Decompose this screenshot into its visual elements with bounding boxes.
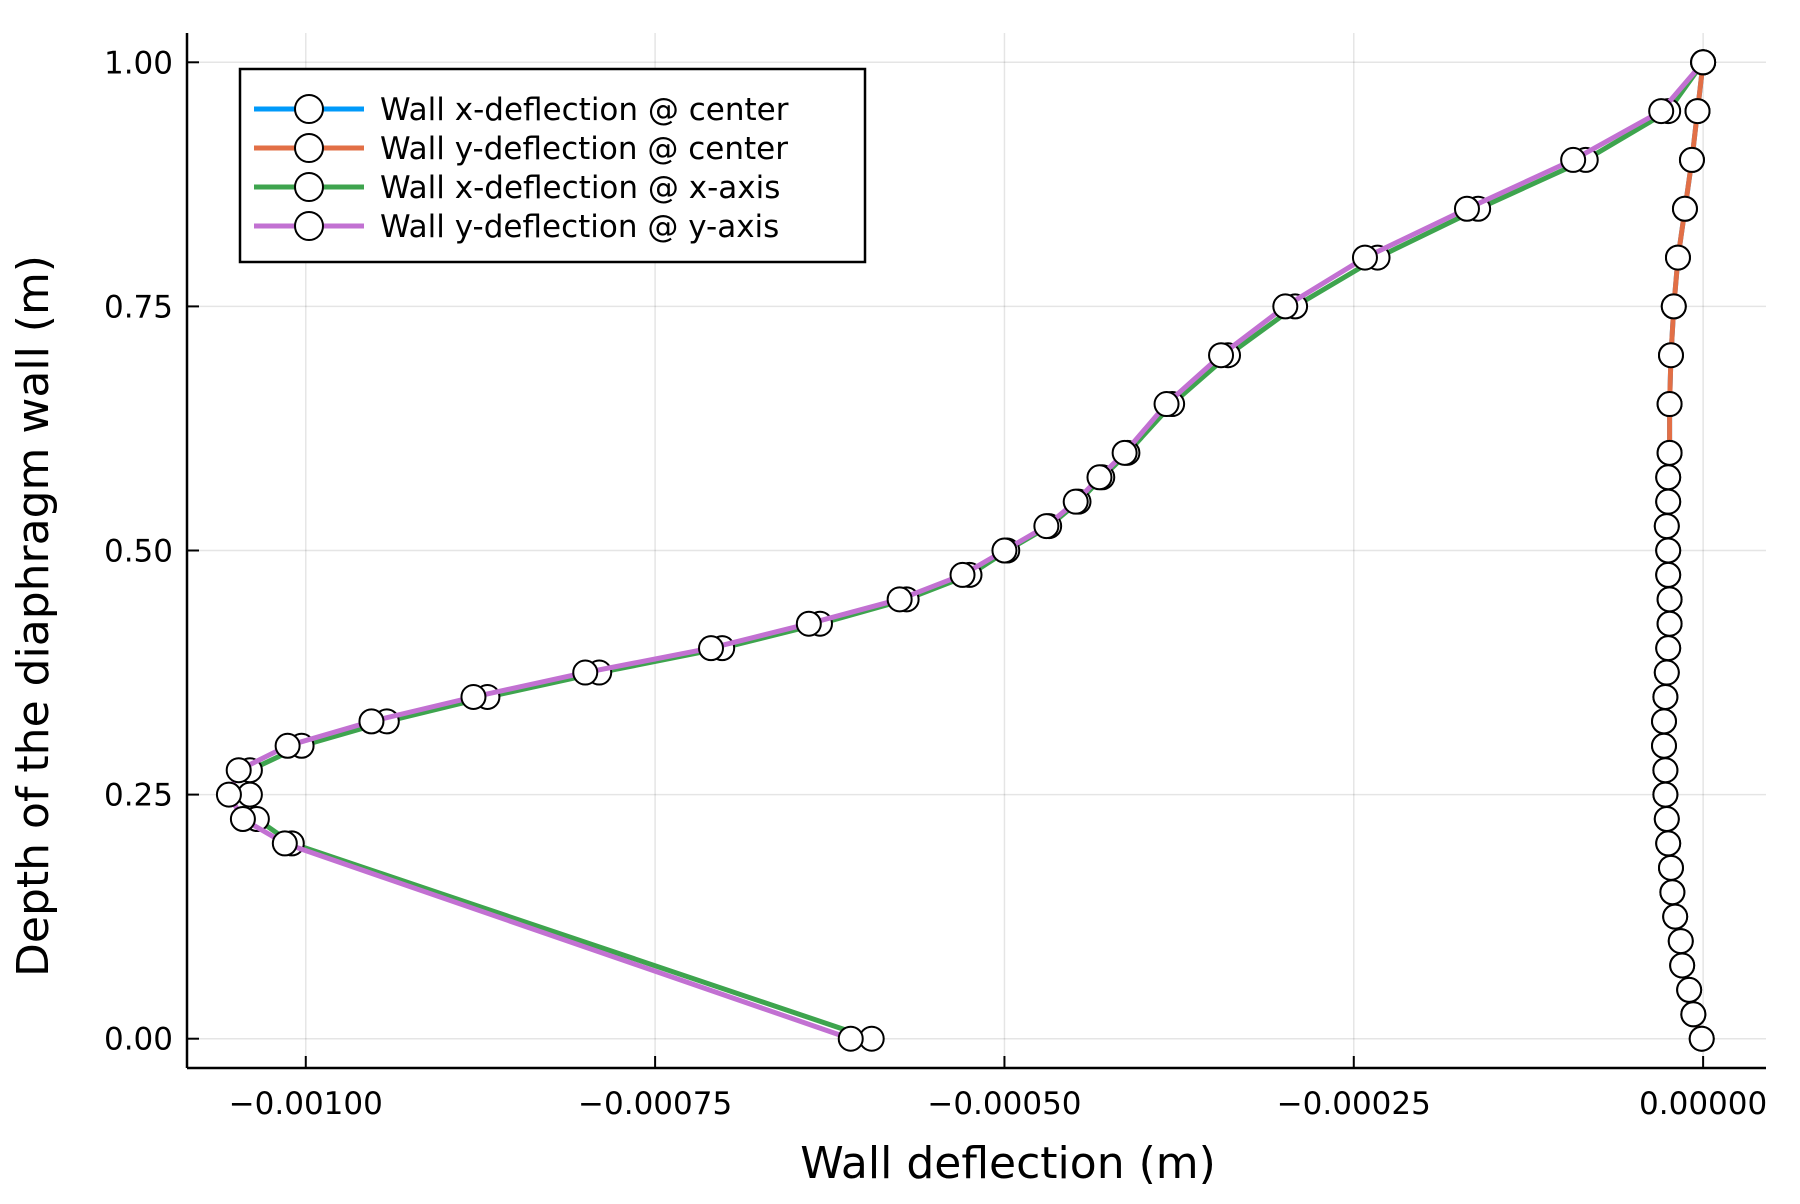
data-point-3-17 (1111, 439, 1138, 466)
data-point-3-16 (1086, 464, 1113, 491)
data-point-3-15 (1062, 488, 1089, 515)
data-point-3-3 (215, 781, 242, 808)
legend-marker-2 (294, 172, 324, 202)
data-point-3-12 (949, 561, 976, 588)
data-point-1-0 (1688, 1025, 1715, 1052)
x-tick-label-1: −0.00075 (578, 1086, 732, 1122)
legend-label-2: Wall x-deflection @ x-axis (380, 170, 780, 206)
legend-label-3: Wall y-deflection @ y-axis (380, 209, 779, 245)
legend-item-2: Wall x-deflection @ x-axis (254, 170, 780, 206)
data-point-3-11 (886, 586, 913, 613)
data-point-1-20 (1655, 537, 1682, 564)
legend-label-1: Wall y-deflection @ center (380, 131, 788, 167)
data-point-1-13 (1650, 708, 1677, 735)
legend-marker-1 (294, 133, 324, 163)
axes: −0.00100 −0.00075 −0.00050 −0.00025 0.00000 0… (104, 33, 1767, 1122)
data-point-3-21 (1351, 244, 1378, 271)
data-point-1-27 (1660, 293, 1687, 320)
data-point-1-25 (1656, 391, 1683, 418)
data-point-1-31 (1684, 98, 1711, 125)
data-point-1-4 (1667, 928, 1694, 955)
data-point-1-15 (1653, 659, 1680, 686)
x-tick-label-3: −0.00025 (1277, 1086, 1431, 1122)
data-point-3-4 (225, 757, 252, 784)
data-point-1-3 (1669, 952, 1696, 979)
legend-marker-0 (294, 94, 324, 124)
data-point-1-21 (1653, 513, 1680, 540)
y-axis-label: Depth of the diaphragm wall (m) (8, 255, 59, 977)
data-point-1-6 (1659, 879, 1686, 906)
data-point-3-5 (274, 732, 301, 759)
data-point-1-29 (1671, 195, 1698, 222)
data-point-3-24 (1648, 98, 1675, 125)
data-point-3-14 (1033, 513, 1060, 540)
data-point-1-8 (1655, 830, 1682, 857)
data-point-1-16 (1655, 635, 1682, 662)
data-point-3-20 (1272, 293, 1299, 320)
data-point-1-18 (1656, 586, 1683, 613)
data-point-3-0 (837, 1025, 864, 1052)
data-point-3-22 (1453, 195, 1480, 222)
data-point-1-12 (1650, 732, 1677, 759)
data-point-3-25 (1690, 49, 1717, 76)
series-layer (215, 49, 1717, 1052)
data-point-1-2 (1676, 976, 1703, 1003)
data-point-3-18 (1153, 391, 1180, 418)
data-point-1-11 (1652, 757, 1679, 784)
data-point-3-10 (795, 610, 822, 637)
x-tick-label-4: 0.00000 (1639, 1086, 1767, 1122)
data-point-3-1 (271, 830, 298, 857)
data-point-1-30 (1678, 146, 1705, 173)
y-tick-label-1: 0.25 (104, 778, 173, 814)
x-tick-label-2: −0.00050 (927, 1086, 1081, 1122)
y-tick-label-3: 0.75 (104, 289, 173, 325)
series-3 (215, 49, 1717, 1052)
data-point-3-7 (460, 683, 487, 710)
data-point-1-9 (1653, 806, 1680, 833)
legend-item-3: Wall y-deflection @ y-axis (254, 209, 779, 245)
y-tick-label-2: 0.50 (104, 534, 173, 570)
data-point-1-5 (1662, 903, 1689, 930)
data-point-1-28 (1664, 244, 1691, 271)
data-point-3-23 (1560, 146, 1587, 173)
y-tick-label-4: 1.00 (104, 45, 173, 81)
data-point-1-14 (1652, 683, 1679, 710)
legend-item-0: Wall x-deflection @ center (254, 92, 789, 128)
legend-marker-3 (294, 211, 324, 241)
data-point-3-13 (991, 537, 1018, 564)
series-1 (1650, 49, 1717, 1052)
y-tick-label-0: 0.00 (104, 1022, 173, 1058)
data-point-1-23 (1655, 464, 1682, 491)
x-tick-label-0: −0.00100 (229, 1086, 383, 1122)
data-point-3-2 (229, 806, 256, 833)
data-point-1-26 (1657, 342, 1684, 369)
data-point-1-1 (1680, 1001, 1707, 1028)
data-point-1-10 (1652, 781, 1679, 808)
x-axis-label: Wall deflection (m) (800, 1138, 1216, 1189)
data-point-3-6 (358, 708, 385, 735)
data-point-3-8 (572, 659, 599, 686)
data-point-3-9 (698, 635, 725, 662)
data-point-1-24 (1656, 439, 1683, 466)
legend-box (238, 67, 867, 264)
legend-item-1: Wall y-deflection @ center (254, 131, 788, 167)
legend-label-0: Wall x-deflection @ center (380, 92, 789, 128)
data-point-1-19 (1655, 561, 1682, 588)
data-point-1-17 (1656, 610, 1683, 637)
data-point-3-19 (1208, 342, 1235, 369)
data-point-1-7 (1657, 854, 1684, 881)
data-point-1-22 (1655, 488, 1682, 515)
